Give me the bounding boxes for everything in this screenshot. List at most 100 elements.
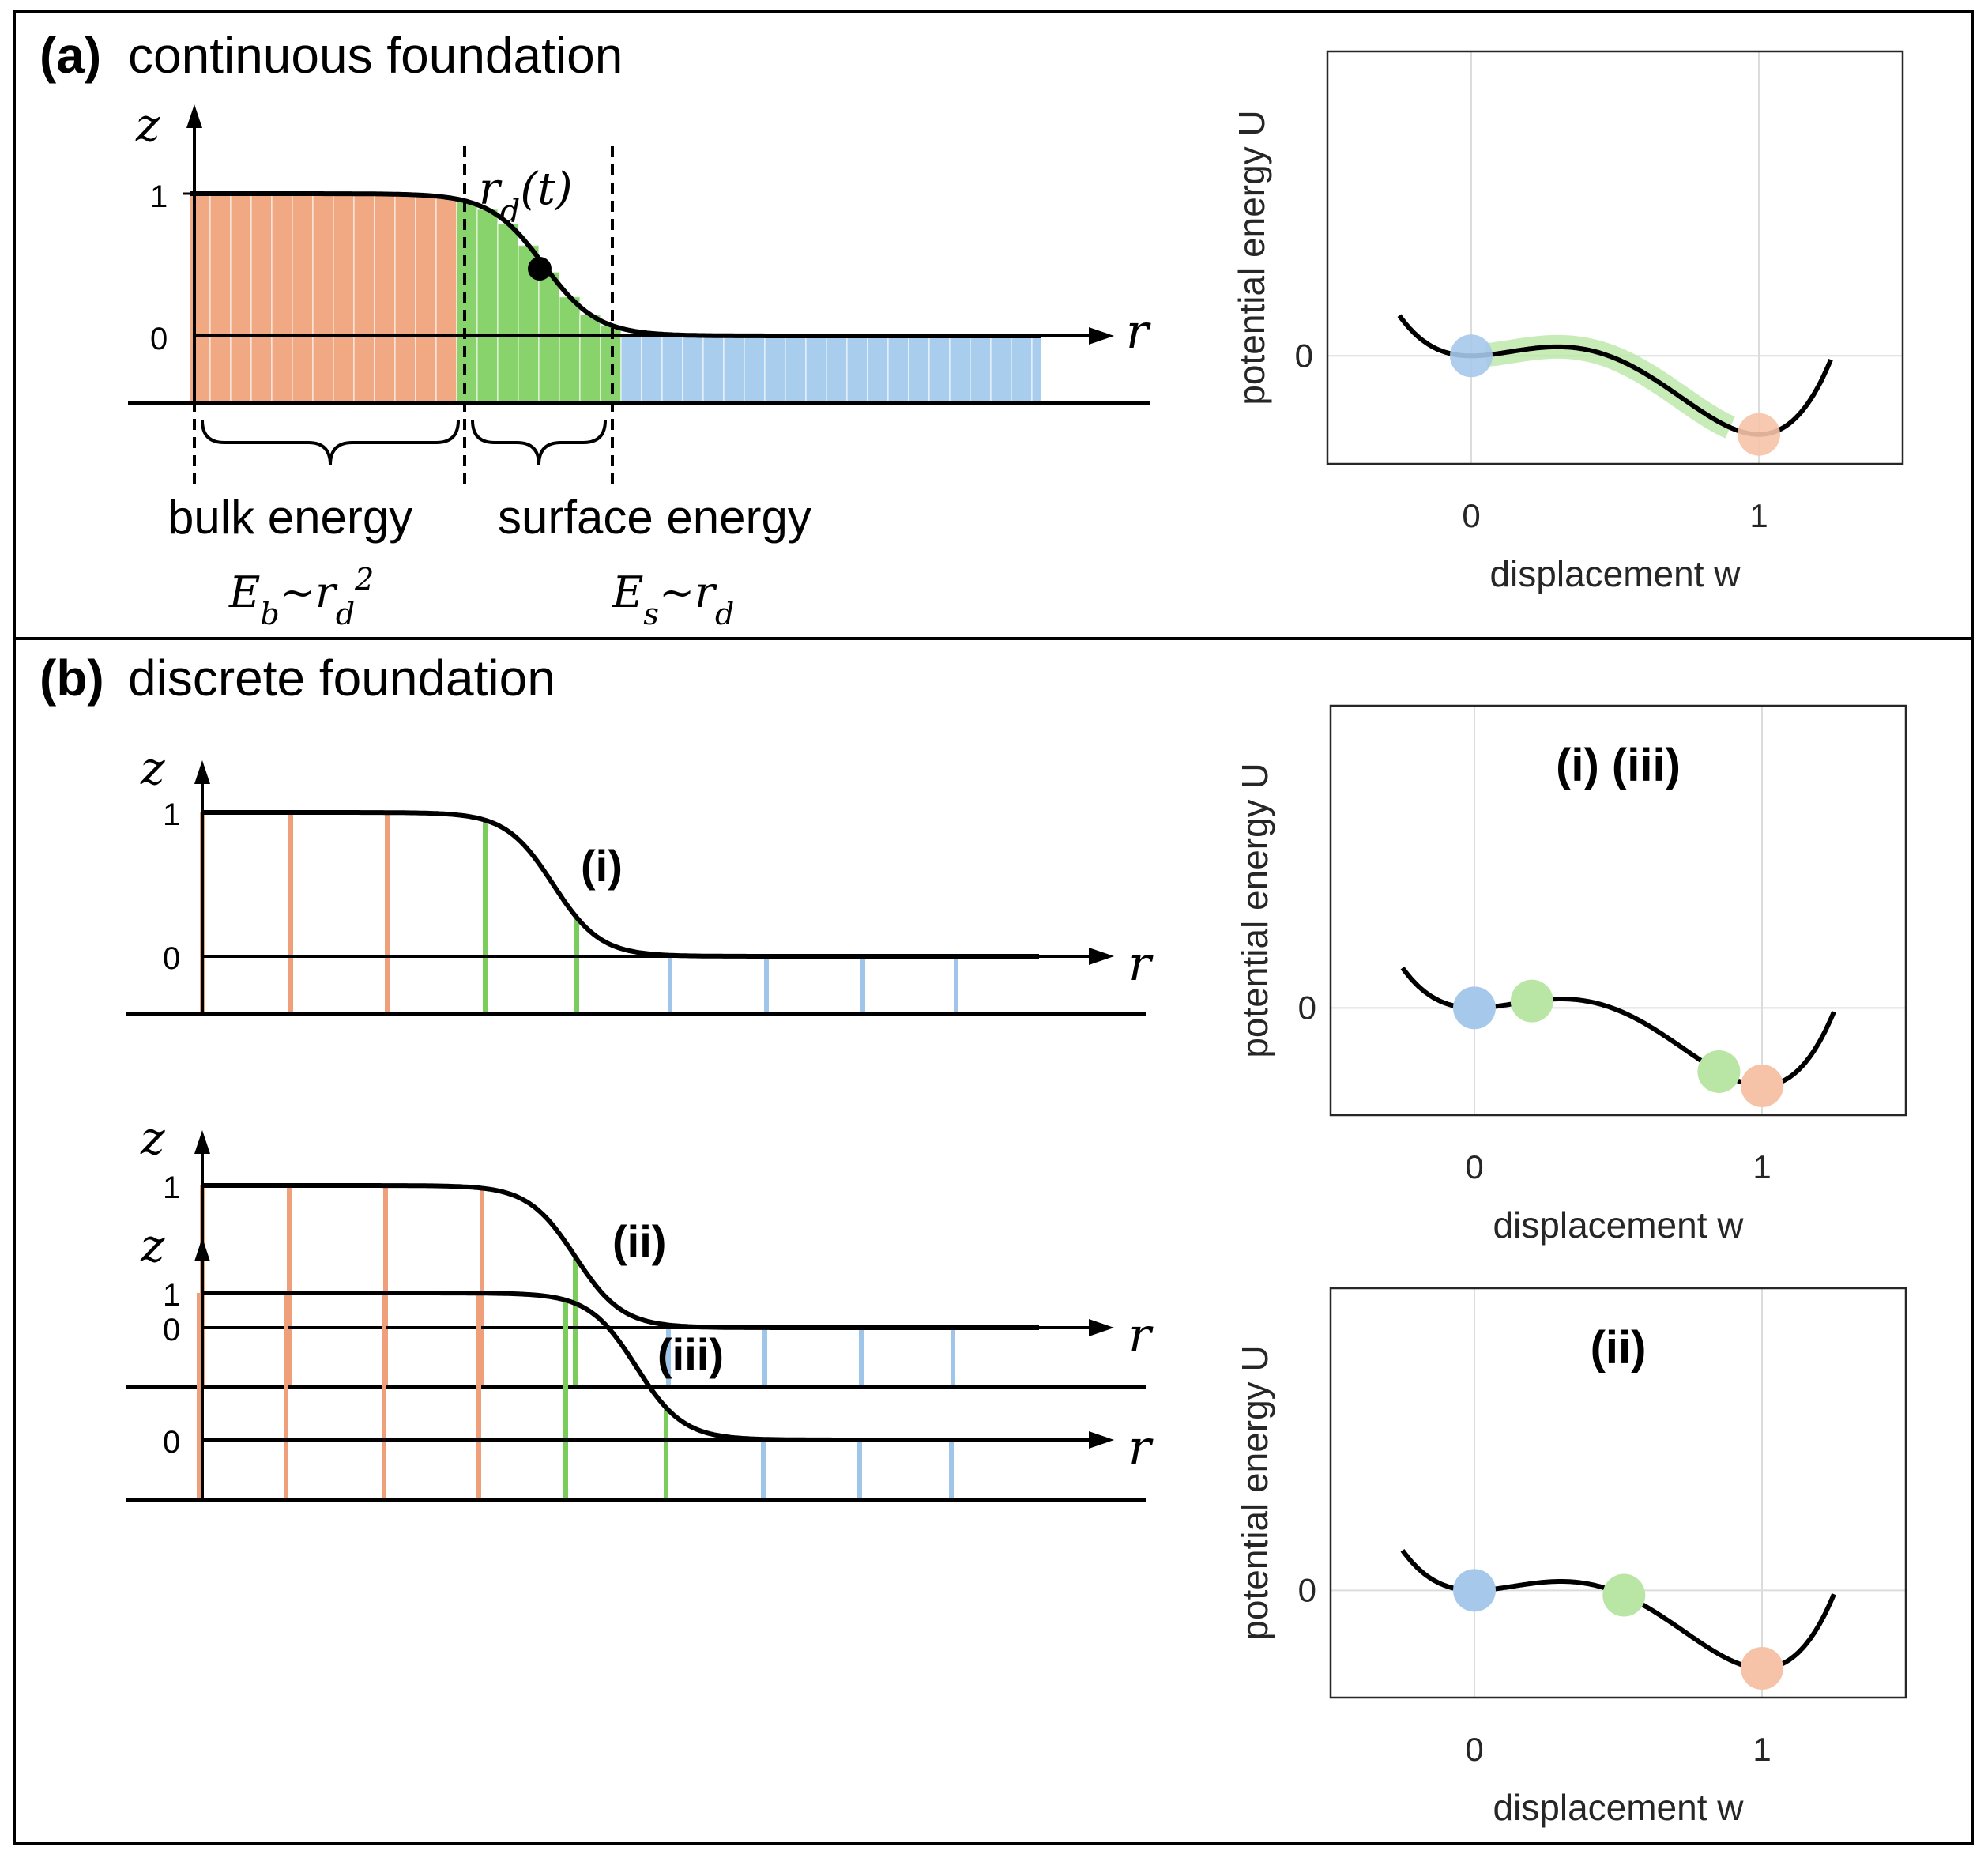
state-marker xyxy=(1602,1573,1646,1617)
transition-path xyxy=(1484,334,1735,439)
foundation-column xyxy=(435,196,457,404)
bulk-energy-label: bulk energy xyxy=(168,491,412,544)
state-marker xyxy=(1450,334,1493,378)
foundation-column xyxy=(374,193,396,404)
foundation-column xyxy=(333,193,355,404)
tick-1-label: 1 xyxy=(163,797,180,832)
panel-a-title: continuous foundation xyxy=(128,27,623,84)
y-axis-label: potential energy U xyxy=(1231,110,1272,405)
plot-title: (i) (iii) xyxy=(1556,740,1681,791)
foundation-column xyxy=(620,335,642,404)
foundation-column xyxy=(949,335,971,404)
plot-frame xyxy=(1329,1287,1907,1699)
foundation-column xyxy=(826,335,848,404)
foundation-column xyxy=(476,209,499,404)
foundation-column xyxy=(1031,335,1042,404)
foundation-column xyxy=(559,296,581,404)
x-axis-label: displacement w xyxy=(1493,1204,1744,1246)
x-tick-label: 0 xyxy=(1465,1731,1483,1768)
foundation-column xyxy=(908,335,930,404)
y-axis-label: potential energy U xyxy=(1234,763,1275,1057)
z-axis-arrow xyxy=(194,1238,210,1261)
foundation-column xyxy=(723,335,745,404)
x-axis-label: displacement w xyxy=(1493,1787,1744,1828)
tick-1-label: 1 xyxy=(163,1170,180,1205)
axis-z-label: z xyxy=(135,98,160,152)
axis-r-label: r xyxy=(1128,1308,1154,1363)
axis-r-label: r xyxy=(1128,937,1154,992)
bulk-brace xyxy=(201,420,460,465)
plot-title: (ii) xyxy=(1591,1322,1647,1374)
y-tick-label: 0 xyxy=(1298,1571,1316,1608)
foundation-column xyxy=(970,335,992,404)
foundation-column xyxy=(250,193,273,404)
foundation-column xyxy=(209,193,232,404)
state-marker xyxy=(1738,413,1780,456)
surface-brace xyxy=(471,420,607,465)
foundation-column xyxy=(641,335,663,404)
plot-frame xyxy=(1326,50,1904,465)
foundation-column xyxy=(312,193,334,404)
r-axis-arrow xyxy=(1089,1319,1114,1336)
discrete-row: z r 1 0 (iii) xyxy=(126,1219,1154,1502)
x-tick-label: 0 xyxy=(1462,497,1480,534)
foundation-column xyxy=(846,335,868,404)
foundation-column xyxy=(230,193,252,404)
foundation-column xyxy=(785,335,807,404)
r-axis-arrow xyxy=(1089,1431,1114,1449)
profile-tag: (iii) xyxy=(657,1329,724,1379)
state-marker xyxy=(1741,1647,1783,1690)
state-marker xyxy=(1453,1569,1496,1612)
x-axis-label: displacement w xyxy=(1489,553,1741,594)
z-axis-arrow xyxy=(194,760,210,784)
x-tick-label: 1 xyxy=(1753,1148,1771,1185)
continuous-schematic xyxy=(128,104,1150,484)
foundation-column xyxy=(928,335,951,404)
foundation-column xyxy=(887,335,909,404)
potential-plot-b-top: 0 1 0 displacement w potential energy U (i) (… xyxy=(1234,704,1907,1246)
foundation-column xyxy=(805,335,827,404)
foundation-column xyxy=(189,193,211,404)
panel-b-title: discrete foundation xyxy=(128,650,555,707)
foundation-column xyxy=(661,335,683,404)
y-tick-label: 0 xyxy=(1298,989,1316,1026)
foundation-column xyxy=(271,193,293,404)
foundation-column xyxy=(415,194,437,404)
foundation-column xyxy=(538,271,560,404)
x-tick-label: 0 xyxy=(1465,1148,1483,1185)
tick-1-label: 1 xyxy=(150,179,168,214)
foundation-column xyxy=(744,335,766,404)
foundation-column xyxy=(867,335,889,404)
panel-b-label: (b) xyxy=(40,650,104,707)
foundation-column xyxy=(764,335,786,404)
foundation-column xyxy=(353,193,375,404)
state-marker xyxy=(1510,979,1553,1023)
membrane-profile xyxy=(202,1291,1039,1442)
tick-1-label: 1 xyxy=(163,1278,180,1313)
plot-frame xyxy=(1329,704,1907,1117)
axis-r-label: r xyxy=(1128,1420,1154,1475)
profile-tag: (ii) xyxy=(612,1216,666,1266)
tick-0-label: 0 xyxy=(163,1425,180,1460)
tick-0-label: 0 xyxy=(163,941,180,976)
state-marker xyxy=(1741,1065,1783,1107)
axis-z-label: z xyxy=(140,1111,165,1165)
foundation-column xyxy=(702,335,725,404)
front-marker xyxy=(528,257,552,281)
axis-z-label: z xyxy=(140,1219,165,1272)
foundation-column xyxy=(456,201,478,404)
front-position-label: rd(t) xyxy=(479,164,573,230)
profile-tag: (i) xyxy=(581,841,623,891)
r-axis-arrow xyxy=(1089,327,1114,345)
y-axis-label: potential energy U xyxy=(1234,1345,1275,1640)
foundation-column xyxy=(990,335,1012,404)
state-marker xyxy=(1453,986,1496,1030)
bulk-energy-formula: Eb~rd2 xyxy=(228,562,374,631)
foundation-column xyxy=(292,193,314,404)
x-tick-label: 1 xyxy=(1749,497,1768,534)
y-tick-label: 0 xyxy=(1295,337,1313,374)
panel-a-label: (a) xyxy=(40,27,101,84)
